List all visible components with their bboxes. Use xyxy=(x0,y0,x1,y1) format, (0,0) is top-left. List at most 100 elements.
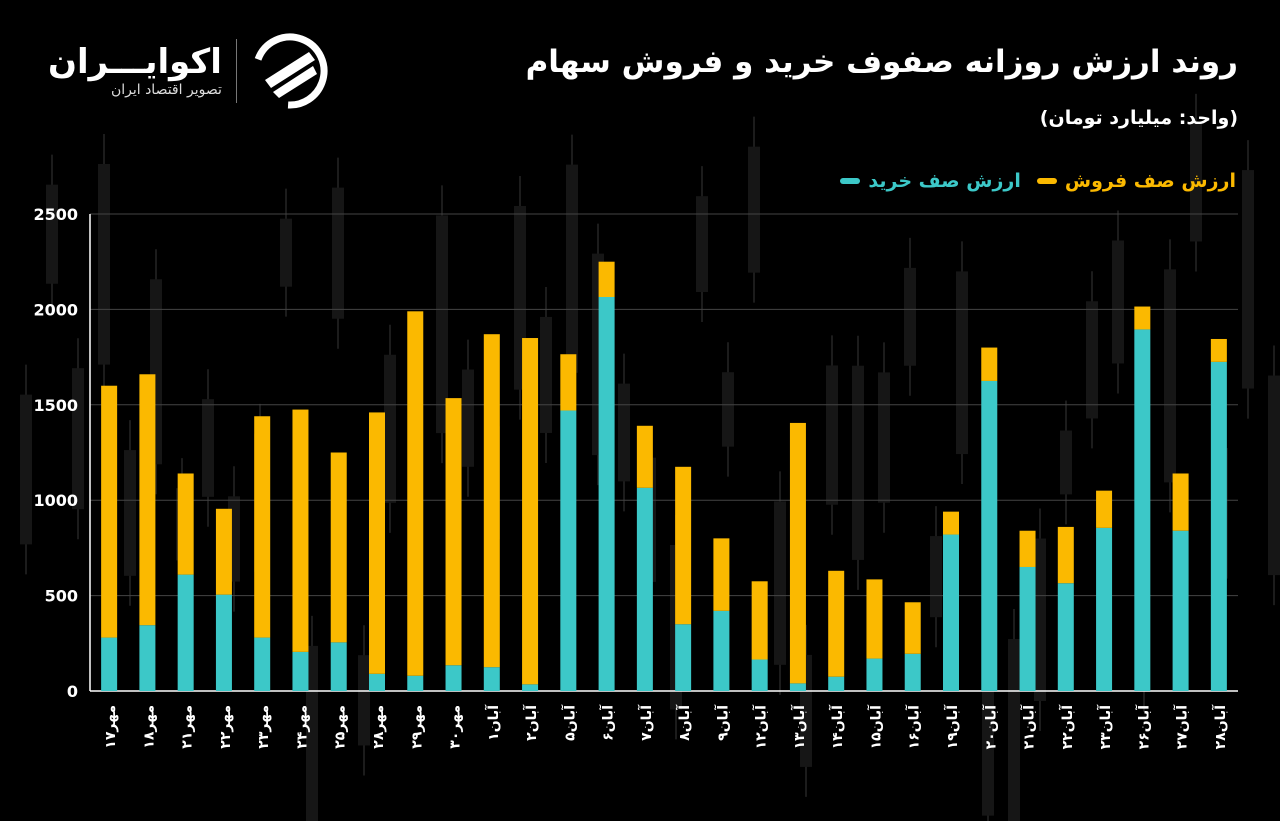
bar-sell xyxy=(560,354,577,411)
bar-sell xyxy=(751,581,768,660)
x-tick-label: ۲۱مهر xyxy=(180,705,196,749)
bar-sell xyxy=(254,416,271,638)
y-tick-label: 1000 xyxy=(33,491,78,510)
x-tick-label: ۳۰مهر xyxy=(448,705,464,749)
legend-item-buy: ارزش صف خرید xyxy=(840,170,1021,192)
bar-sell xyxy=(598,261,615,297)
bar-sell xyxy=(522,338,539,685)
x-tick-label: ۲۸مهر xyxy=(371,705,387,749)
bar-buy xyxy=(981,380,998,691)
x-tick-label: ۲۲آبان xyxy=(1058,704,1076,750)
logo-divider xyxy=(235,39,237,103)
bar-buy xyxy=(483,667,500,691)
x-tick-label: ۱۹آبان xyxy=(943,704,961,750)
bar-sell xyxy=(407,311,424,676)
x-tick-label: ۱۲آبان xyxy=(752,704,770,750)
bar-buy xyxy=(751,659,768,691)
bar-buy xyxy=(522,684,539,691)
x-tick-label: ۶آبان xyxy=(599,704,617,741)
x-tick-label: ۲۷آبان xyxy=(1173,704,1191,750)
bar-sell xyxy=(292,409,309,652)
ecoiran-logo-icon xyxy=(252,33,328,109)
x-tick-label: ۱آبان xyxy=(484,704,502,741)
bar-sell xyxy=(789,422,806,684)
y-tick-label: 1500 xyxy=(33,396,78,415)
legend-swatch-sell xyxy=(1036,178,1057,184)
x-tick-label: ۲۵مهر xyxy=(333,705,349,749)
chart-title: روند ارزش روزانه صفوف خرید و فروش سهام xyxy=(525,44,1238,80)
x-tick-label: ۲آبان xyxy=(522,704,540,741)
bar-sell xyxy=(675,466,692,625)
y-tick-label: 0 xyxy=(67,682,78,701)
x-tick-label: ۲۴مهر xyxy=(294,705,310,749)
bar-buy xyxy=(598,296,615,691)
y-tick-label: 2500 xyxy=(33,205,78,224)
bar-sell xyxy=(1096,490,1113,528)
bar-buy xyxy=(1057,583,1074,691)
bar-sell xyxy=(1134,306,1151,330)
y-tick-label: 2000 xyxy=(33,300,78,319)
bar-sell xyxy=(177,473,194,575)
x-tick-label: ۱۳آبان xyxy=(790,704,808,750)
bar-sell xyxy=(636,425,653,488)
legend-label-buy: ارزش صف خرید xyxy=(868,170,1021,192)
x-tick-label: ۱۸مهر xyxy=(141,705,157,749)
bar-buy xyxy=(139,625,156,691)
x-tick-label: ۸آبان xyxy=(675,704,693,741)
x-tick-label: ۲۳مهر xyxy=(256,705,272,749)
x-tick-label: ۹آبان xyxy=(713,704,731,741)
legend-swatch-buy xyxy=(840,178,861,184)
x-tick-label: ۲۰آبان xyxy=(981,704,999,750)
logo-text: اکوایـــران تصویر اقتصاد ایران xyxy=(48,42,222,98)
bar-buy xyxy=(1172,530,1189,691)
bar-sell xyxy=(904,602,921,654)
bar-sell xyxy=(369,412,385,674)
bar-sell xyxy=(483,334,500,668)
bar-buy xyxy=(1019,566,1036,691)
bar-buy xyxy=(215,594,232,691)
bar-sell xyxy=(330,452,347,643)
x-tick-label: ۲۳آبان xyxy=(1096,704,1114,750)
bar-buy xyxy=(866,658,883,691)
legend-label-sell: ارزش صف فروش xyxy=(1064,170,1236,192)
bar-buy xyxy=(254,637,271,691)
bar-buy xyxy=(1134,329,1151,691)
bar-buy xyxy=(789,683,806,691)
x-tick-label: ۱۷مهر xyxy=(103,705,119,749)
bar-sell xyxy=(713,538,730,611)
x-tick-label: ۱۴آبان xyxy=(828,704,846,750)
brand-logo: اکوایـــران تصویر اقتصاد ایران xyxy=(48,32,329,110)
legend-item-sell: ارزش صف فروش xyxy=(1036,170,1236,192)
bar-buy xyxy=(943,534,959,691)
unit-label: (واحد: میلیارد تومان) xyxy=(1039,107,1238,129)
bar-buy xyxy=(1210,361,1227,691)
bar-sell xyxy=(1172,473,1189,531)
bar-sell xyxy=(1210,338,1227,362)
logo-tagline: تصویر اقتصاد ایران xyxy=(110,81,222,98)
bar-buy xyxy=(560,410,577,691)
bar-buy xyxy=(828,676,845,691)
bar-sell xyxy=(139,374,156,626)
bar-sell xyxy=(445,398,462,666)
bar-sell xyxy=(828,570,845,677)
bar-buy xyxy=(904,653,921,691)
bar-buy xyxy=(713,610,730,691)
y-tick-label: 500 xyxy=(45,587,78,606)
bar-buy xyxy=(407,675,424,691)
bar-sell xyxy=(215,508,232,595)
bar-sell xyxy=(1019,530,1036,567)
bar-buy xyxy=(675,624,692,691)
bar-buy xyxy=(445,665,462,691)
bar-sell xyxy=(101,385,118,638)
x-tick-label: ۲۲مهر xyxy=(218,705,234,749)
bar-buy xyxy=(369,673,385,691)
bar-buy xyxy=(330,642,347,691)
bar-buy xyxy=(1096,527,1113,691)
logo-name: اکوایـــران xyxy=(48,42,222,83)
bar-sell xyxy=(866,579,883,659)
x-tick-label: ۵آبان xyxy=(560,704,578,741)
bar-buy xyxy=(292,651,309,691)
bar-buy xyxy=(177,574,194,691)
legend: ارزش صف خرید ارزش صف فروش xyxy=(840,170,1236,192)
